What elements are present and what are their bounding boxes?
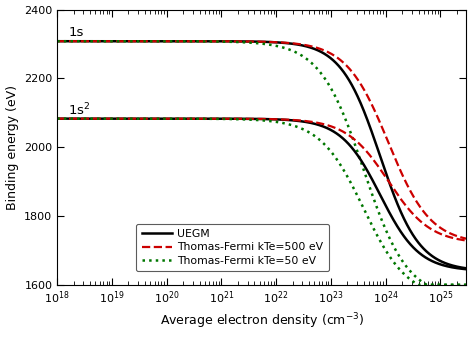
Text: 1s$^2$: 1s$^2$ [68,101,91,118]
Y-axis label: Binding energy (eV): Binding energy (eV) [6,85,18,210]
Thomas-Fermi kTe=500 eV [253,39,259,43]
Thomas-Fermi kTe=500 eV [452,233,457,237]
Thomas-Fermi kTe=50 eV [377,212,382,216]
Thomas-Fermi kTe=50 eV [424,283,430,287]
X-axis label: Average electron density (cm$^{-3}$): Average electron density (cm$^{-3}$) [160,312,364,332]
Line: Thomas-Fermi kTe=500 eV: Thomas-Fermi kTe=500 eV [57,41,466,239]
Thomas-Fermi kTe=500 eV [452,233,457,237]
Thomas-Fermi kTe=500 eV [75,39,81,43]
UEGM [377,152,382,156]
Thomas-Fermi kTe=50 eV [243,40,248,44]
Line: UEGM: UEGM [57,41,466,268]
Thomas-Fermi kTe=500 eV [464,237,469,241]
Thomas-Fermi kTe=50 eV [452,283,457,287]
Thomas-Fermi kTe=50 eV [253,41,259,45]
UEGM [75,39,81,43]
Line: Thomas-Fermi kTe=50 eV: Thomas-Fermi kTe=50 eV [57,41,466,285]
Thomas-Fermi kTe=50 eV [75,39,81,43]
Legend: UEGM, Thomas-Fermi kTe=500 eV, Thomas-Fermi kTe=50 eV: UEGM, Thomas-Fermi kTe=500 eV, Thomas-Fe… [136,224,329,271]
Thomas-Fermi kTe=50 eV [54,39,60,43]
Thomas-Fermi kTe=500 eV [54,39,60,43]
Thomas-Fermi kTe=500 eV [377,119,382,123]
UEGM [253,39,259,43]
UEGM [452,264,457,268]
Text: 1s: 1s [68,26,84,39]
UEGM [464,266,469,270]
UEGM [243,39,248,43]
UEGM [54,39,60,43]
Thomas-Fermi kTe=50 eV [464,283,469,287]
Thomas-Fermi kTe=500 eV [243,39,248,43]
Thomas-Fermi kTe=50 eV [452,283,458,287]
UEGM [452,264,457,268]
